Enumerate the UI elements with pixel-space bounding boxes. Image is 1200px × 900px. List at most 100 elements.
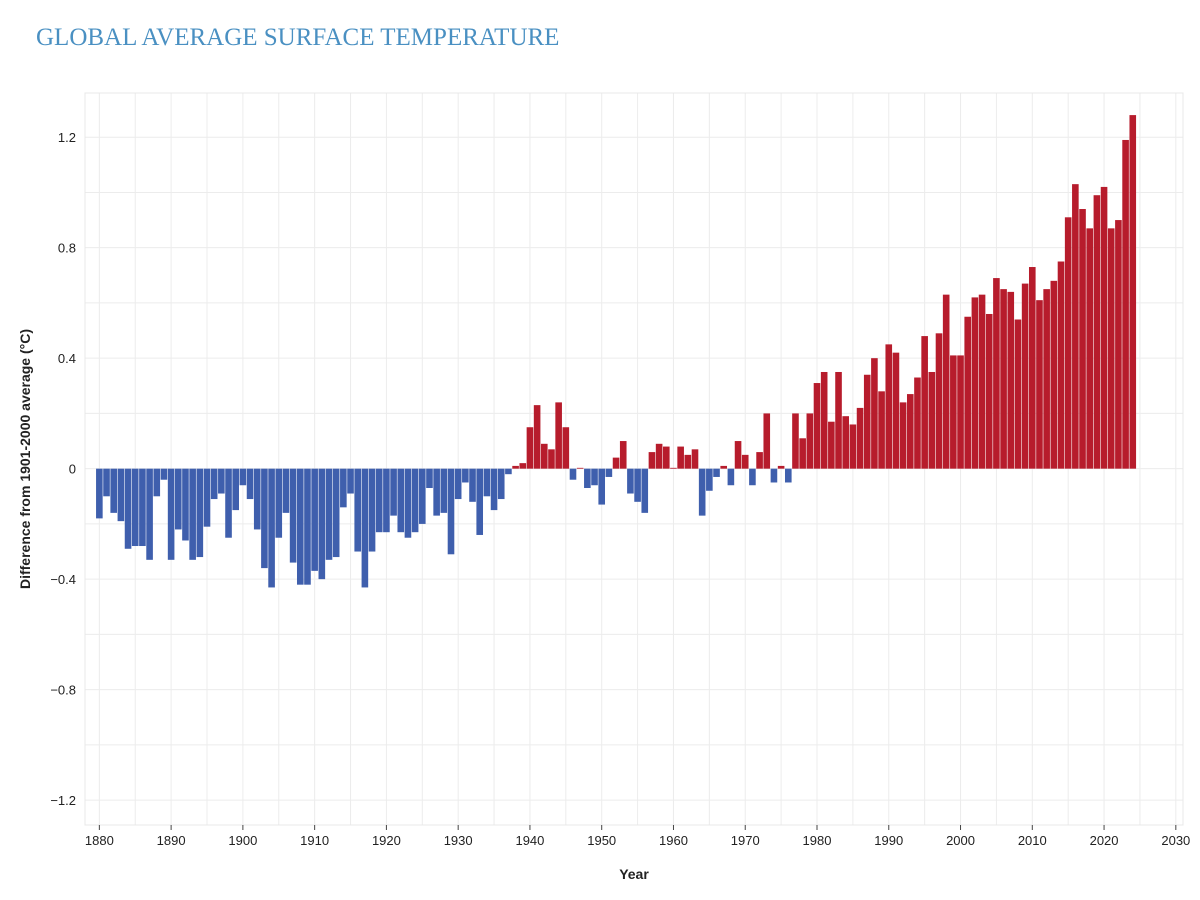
bar-2021 bbox=[1107, 228, 1115, 469]
bar-1939 bbox=[519, 463, 527, 469]
bar-1906 bbox=[282, 468, 290, 513]
bar-2009 bbox=[1021, 283, 1029, 469]
bar-2010 bbox=[1028, 267, 1036, 469]
x-tick-label: 1900 bbox=[228, 833, 257, 848]
bar-1921 bbox=[390, 468, 397, 516]
bar-1930 bbox=[454, 468, 462, 500]
bar-1981 bbox=[820, 371, 828, 469]
bar-1892 bbox=[182, 468, 189, 541]
bar-1979 bbox=[806, 413, 814, 469]
bar-2002 bbox=[971, 297, 979, 469]
bar-1889 bbox=[160, 468, 168, 480]
bar-1970 bbox=[741, 454, 749, 469]
bar-1947 bbox=[576, 467, 584, 469]
bar-2007 bbox=[1007, 291, 1015, 469]
bar-1999 bbox=[950, 355, 957, 469]
bar-1983 bbox=[835, 371, 842, 469]
bar-1884 bbox=[124, 468, 132, 549]
bar-1975 bbox=[777, 465, 785, 469]
bar-1946 bbox=[569, 468, 577, 480]
bar-1910 bbox=[311, 468, 318, 571]
bar-1988 bbox=[871, 358, 878, 469]
gridlines bbox=[85, 93, 1183, 825]
bar-1965 bbox=[706, 468, 713, 491]
bar-1966 bbox=[713, 468, 720, 477]
bars bbox=[96, 115, 1137, 588]
bar-1952 bbox=[612, 457, 620, 469]
bar-1909 bbox=[304, 468, 311, 585]
bar-1937 bbox=[505, 468, 512, 475]
bar-1950 bbox=[598, 468, 606, 505]
bar-1961 bbox=[677, 446, 684, 469]
bar-1925 bbox=[418, 468, 426, 524]
bar-1894 bbox=[196, 468, 204, 558]
bar-1985 bbox=[849, 424, 857, 469]
x-tick-label: 1930 bbox=[444, 833, 473, 848]
chart-title: GLOBAL AVERAGE SURFACE TEMPERATURE bbox=[36, 24, 560, 51]
bar-1936 bbox=[497, 468, 505, 500]
bar-1982 bbox=[828, 421, 835, 469]
bar-1913 bbox=[332, 468, 340, 558]
x-tick-label: 1910 bbox=[300, 833, 329, 848]
x-tick-label: 1970 bbox=[731, 833, 760, 848]
bar-1990 bbox=[885, 344, 893, 469]
bar-1882 bbox=[110, 468, 118, 513]
bar-1996 bbox=[928, 371, 936, 469]
bar-1926 bbox=[426, 468, 433, 489]
y-tick-label: 0.8 bbox=[58, 241, 76, 256]
bar-1917 bbox=[361, 468, 369, 588]
y-tick-label: −0.4 bbox=[50, 572, 76, 587]
bar-1945 bbox=[562, 427, 570, 469]
bar-1907 bbox=[289, 468, 297, 563]
bar-1905 bbox=[275, 468, 283, 538]
bar-2000 bbox=[957, 355, 964, 469]
bar-2015 bbox=[1064, 217, 1072, 469]
bar-1973 bbox=[763, 413, 771, 469]
bar-2001 bbox=[964, 316, 972, 469]
bar-1986 bbox=[856, 407, 864, 469]
bar-1949 bbox=[591, 468, 598, 486]
x-tick-label: 1920 bbox=[372, 833, 401, 848]
bar-1915 bbox=[347, 468, 354, 494]
bar-1900 bbox=[239, 468, 247, 486]
bar-1929 bbox=[447, 468, 455, 555]
bar-2019 bbox=[1093, 195, 1101, 469]
bar-1978 bbox=[799, 438, 806, 469]
bar-1974 bbox=[770, 468, 778, 483]
bar-1897 bbox=[218, 468, 225, 494]
bar-1901 bbox=[246, 468, 254, 500]
bar-1899 bbox=[232, 468, 240, 511]
x-tick-label: 1940 bbox=[515, 833, 544, 848]
bar-1902 bbox=[253, 468, 261, 530]
bar-1951 bbox=[605, 468, 613, 477]
x-tick-label: 1890 bbox=[157, 833, 186, 848]
x-axis-label: Year bbox=[619, 866, 649, 882]
x-tick-label: 1990 bbox=[874, 833, 903, 848]
x-tick-label: 1950 bbox=[587, 833, 616, 848]
bar-1888 bbox=[153, 468, 161, 497]
bar-1960 bbox=[670, 467, 677, 469]
bar-1963 bbox=[691, 449, 699, 469]
bar-1977 bbox=[792, 413, 799, 469]
bar-1880 bbox=[96, 468, 103, 519]
bar-1922 bbox=[397, 468, 405, 533]
bar-1933 bbox=[476, 468, 484, 535]
x-tick-label: 1980 bbox=[803, 833, 832, 848]
x-tick-label: 2020 bbox=[1090, 833, 1119, 848]
bar-1890 bbox=[167, 468, 175, 560]
bar-2018 bbox=[1086, 228, 1094, 469]
bar-1898 bbox=[225, 468, 232, 538]
bar-2012 bbox=[1043, 289, 1050, 469]
bar-1908 bbox=[296, 468, 304, 585]
bar-1885 bbox=[131, 468, 139, 547]
bar-2013 bbox=[1050, 280, 1058, 469]
bar-1881 bbox=[103, 468, 110, 497]
y-tick-label: 0 bbox=[69, 462, 76, 477]
bar-1940 bbox=[526, 427, 534, 469]
y-tick-label: −0.8 bbox=[50, 683, 76, 698]
bar-1958 bbox=[655, 443, 663, 469]
bar-1976 bbox=[784, 468, 792, 483]
bar-2003 bbox=[978, 294, 986, 469]
bar-1953 bbox=[619, 441, 627, 469]
